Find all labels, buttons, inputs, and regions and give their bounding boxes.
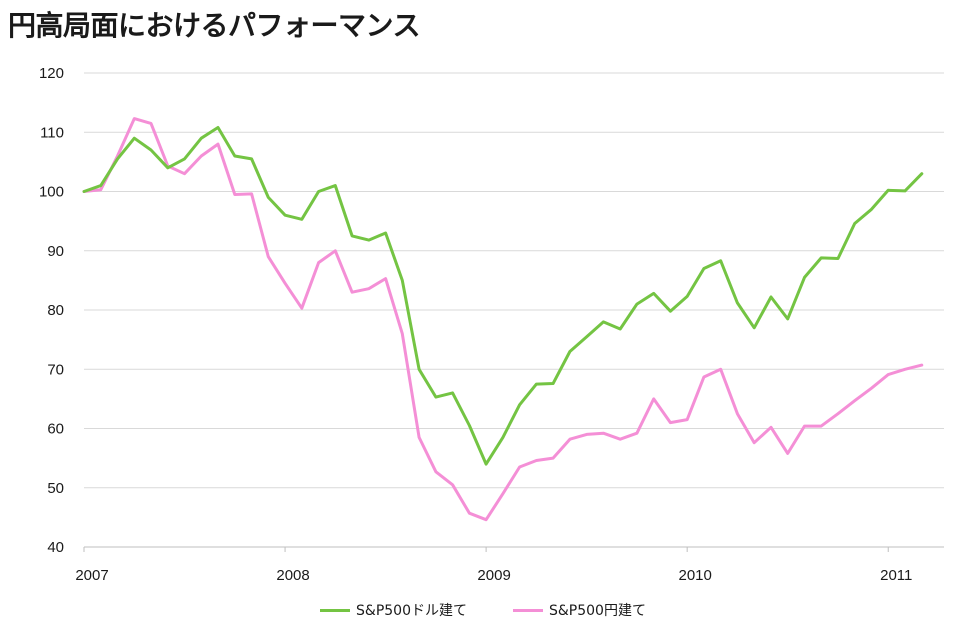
y-tick-label: 100 [39,184,64,201]
y-tick-label: 120 [39,65,64,82]
x-tick-label: 2009 [477,567,510,584]
y-tick-label: 50 [47,480,64,497]
y-tick-label: 60 [47,421,64,438]
x-tick-label: 2010 [678,567,711,584]
legend-item-usd: S&P500ドル建て [320,600,467,620]
series-line-jpy [82,117,924,522]
y-tick-labels: 40 50 60 70 80 90 100 110 120 [39,65,64,556]
series-line-usd [82,126,924,466]
y-tick-label: 80 [47,302,64,319]
x-tick-label: 2008 [276,567,309,584]
x-axis [83,546,944,552]
x-tick-label: 2011 [880,567,912,584]
x-tick-label: 2007 [75,567,108,584]
legend: S&P500ドル建て S&P500円建て [0,600,966,620]
y-tick-label: 40 [47,539,64,556]
legend-label-usd: S&P500ドル建て [356,603,467,619]
x-tick-labels: 2007 2008 2009 2010 2011 [75,567,912,584]
series-lines [82,117,924,522]
chart-title: 円高局面におけるパフォーマンス [8,9,420,42]
y-tick-label: 110 [40,124,64,141]
legend-swatch-jpy [513,608,543,612]
y-tick-label: 70 [47,361,64,378]
gridlines [84,72,944,489]
legend-label-jpy: S&P500円建て [549,603,646,619]
y-tick-label: 90 [47,243,64,260]
legend-swatch-usd [320,608,351,612]
legend-item-jpy: S&P500円建て [513,600,646,620]
